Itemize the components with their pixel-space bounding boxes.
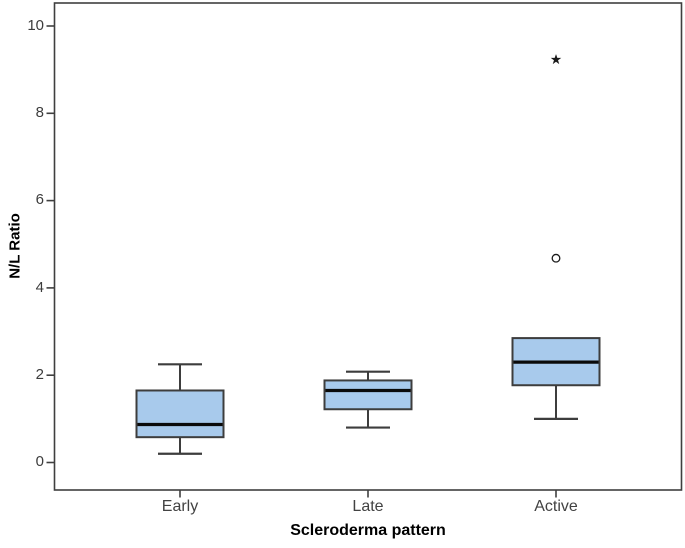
x-category-label-late: Late [352, 498, 384, 515]
y-tick-label-0: 0 [35, 453, 44, 470]
box-early [135, 389, 225, 439]
y-axis-title: N/L Ratio [6, 213, 24, 279]
y-tick-label-4: 4 [35, 279, 44, 296]
outlier-circle-active [551, 253, 561, 263]
y-tick-label-6: 6 [35, 191, 44, 208]
box-late [323, 379, 413, 411]
y-tick-label-10: 10 [27, 17, 44, 34]
x-category-label-early: Early [161, 498, 199, 515]
y-tick-label-8: 8 [35, 104, 44, 121]
x-axis-title: Scleroderma pattern [290, 522, 446, 539]
y-tick-label-2: 2 [35, 366, 44, 383]
x-category-label-active: Active [534, 498, 578, 515]
extreme-star-active [550, 54, 562, 65]
